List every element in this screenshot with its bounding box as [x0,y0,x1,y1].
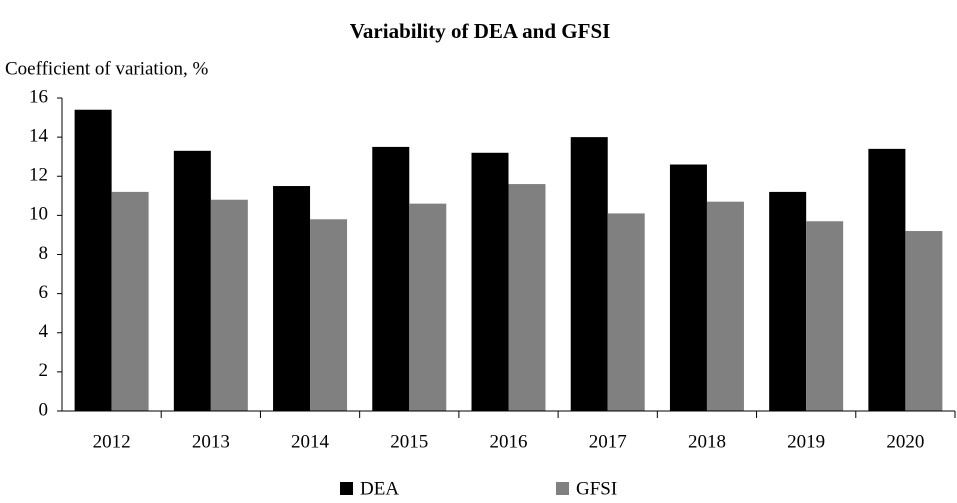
x-tick-label: 2019 [787,431,825,452]
bar [706,201,744,411]
bar [669,164,707,411]
chart-title: Variability of DEA and GFSI [350,19,611,43]
legend-label: GFSI [576,478,617,499]
legend-swatch [556,482,569,495]
x-tick-label: 2012 [93,431,131,452]
bar [210,199,248,411]
y-tick-label: 16 [29,86,48,107]
bar [570,137,608,411]
bar [310,219,348,411]
bar [471,152,509,411]
y-tick-label: 6 [39,282,49,303]
y-tick-label: 10 [29,204,48,225]
legend-label: DEA [360,478,399,499]
bar [74,109,112,412]
y-tick-label: 14 [29,125,49,146]
y-tick-label: 4 [39,321,49,342]
bar [372,146,410,411]
bar [508,184,546,411]
x-tick-label: 2016 [490,431,528,452]
bar [769,191,807,411]
x-tick-label: 2013 [192,431,230,452]
bar [173,150,211,411]
x-tick-label: 2015 [390,431,428,452]
y-axis-label: Coefficient of variation, % [5,58,208,79]
bar [868,148,906,412]
bar [273,186,311,411]
bar [111,191,149,411]
bar [607,213,645,411]
x-tick-label: 2018 [688,431,726,452]
x-tick-label: 2017 [589,431,627,452]
y-tick-label: 8 [39,243,49,264]
bar [806,221,844,411]
x-tick-label: 2014 [291,431,330,452]
y-tick-label: 2 [39,360,49,381]
legend-swatch [340,482,353,495]
y-tick-label: 0 [39,399,49,420]
x-tick-label: 2020 [886,431,924,452]
y-tick-label: 12 [29,165,48,186]
bar [905,231,943,411]
bar [409,203,447,411]
